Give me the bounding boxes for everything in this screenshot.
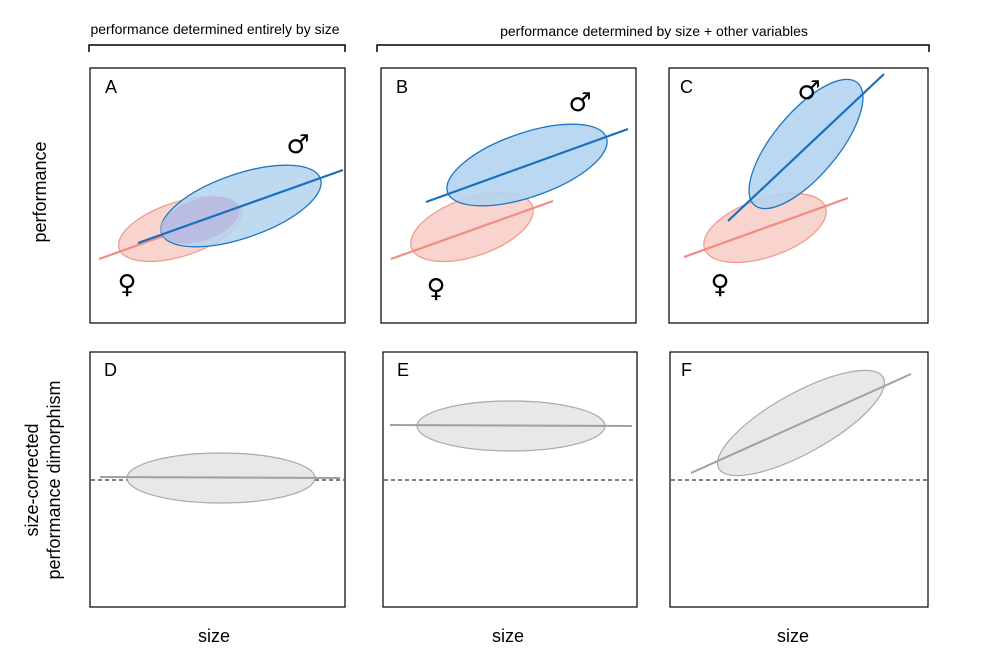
panel-d-label: D [104,360,117,380]
panel-c: C ♂ ♀ [668,67,929,324]
panel-f-frame [669,351,929,608]
panel-a: A ♂ ♀ [89,67,346,324]
panel-b-frame [380,67,637,324]
x-label-size-f: size [777,626,809,646]
x-label-size-e: size [492,626,524,646]
panel-f-label: F [681,360,692,380]
female-regression-line [390,199,554,261]
panel-b: B ♂ ♀ [380,67,637,324]
panel-a-label: A [105,77,117,97]
male-ellipse [748,78,864,210]
panel-a-frame [89,67,346,324]
male-symbol-icon: ♂ [797,76,820,106]
panel-e-frame [382,351,638,608]
male-regression-line [425,127,629,204]
female-symbol-icon: ♀ [426,274,445,304]
panel-c-frame [668,67,929,324]
bracket-left [88,44,346,52]
male-symbol-icon: ♂ [568,88,591,118]
x-label-size-d: size [198,626,230,646]
panel-d: D [89,351,346,608]
panel-c-label: C [680,77,693,97]
bracket-right [376,44,930,52]
y-label-performance: performance [30,141,50,242]
grey-regression-line [389,424,633,427]
female-symbol-icon: ♀ [117,270,136,300]
header-size-plus-other: performance determined by size + other v… [500,23,808,39]
grey-regression-line [99,476,341,479]
male-regression-line [137,168,344,245]
panel-f: F [669,351,929,608]
grey-regression-line [690,373,912,474]
panel-d-frame [89,351,346,608]
female-regression-line [683,196,849,259]
male-symbol-icon: ♂ [286,130,309,160]
male-regression-line [727,73,885,222]
female-symbol-icon: ♀ [710,270,729,300]
y-label-dimorphism: performance dimorphism [44,380,64,579]
panel-b-label: B [396,77,408,97]
panel-e-label: E [397,360,409,380]
y-label-size-corrected: size-corrected [22,423,42,536]
panel-e: E [382,351,638,608]
header-size-only: performance determined entirely by size [90,21,339,37]
